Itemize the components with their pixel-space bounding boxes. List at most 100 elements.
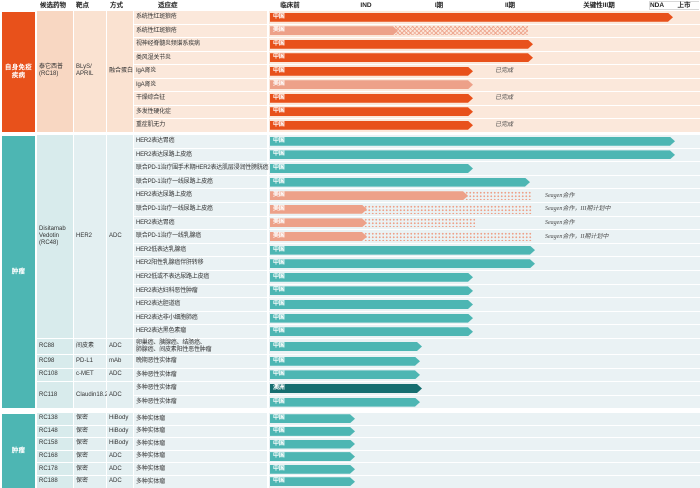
- modality-cell: ADC: [107, 382, 133, 409]
- indication-cell: 多种实体瘤: [136, 415, 166, 422]
- region-label: 中国: [273, 453, 285, 460]
- region-label: 中国: [273, 328, 285, 335]
- target-cell: 保密: [74, 463, 106, 475]
- pipeline-bar: 中国: [270, 357, 420, 366]
- drug-cell: RC138: [37, 413, 73, 425]
- modality-cell: ADC: [107, 368, 133, 382]
- region-label: 中国: [273, 165, 285, 171]
- drug-cell: RC118: [37, 382, 73, 409]
- indication-cell: 多种实体瘤: [136, 440, 166, 447]
- indication-stripe: [134, 148, 267, 162]
- indication-cell: 多种实体瘤: [136, 428, 166, 435]
- target-cell: 保密: [74, 425, 106, 438]
- indication-stripe: [134, 105, 267, 118]
- indication-cell: HER2表达妇科恶性肿瘤: [136, 287, 198, 294]
- stage-header: 临床前: [280, 2, 300, 9]
- stage-header: I期: [434, 2, 444, 9]
- indication-stripe: [134, 355, 267, 368]
- region-label: 中国: [273, 94, 285, 101]
- region-label: 澳洲: [273, 385, 285, 391]
- pipeline-bar: 中国: [270, 427, 355, 436]
- region-label: 中国: [273, 415, 285, 422]
- pipeline-bar: 中国: [270, 67, 473, 76]
- pipeline-bar: 中国: [270, 286, 473, 295]
- region-label: 美国: [273, 81, 285, 88]
- pipeline-bar: 中国: [270, 137, 675, 146]
- pipeline-bar: 中国: [270, 121, 473, 130]
- drug-cell: RC108: [37, 368, 73, 382]
- indication-cell: 系统性红斑狼疮: [136, 27, 177, 34]
- indication-stripe: [134, 216, 267, 230]
- indication-cell: 干燥综合征: [136, 95, 166, 101]
- region-label: 中国: [273, 260, 285, 267]
- pipeline-bar: 中国: [270, 13, 673, 22]
- pipeline-bar: 中国: [270, 246, 535, 255]
- indication-cell: IgA肾炎: [136, 81, 157, 88]
- pipeline-bar: 中国: [270, 164, 473, 173]
- stage-header: 关键性III期: [583, 2, 615, 9]
- column-header: 候选药物: [40, 2, 66, 9]
- column-header: 方式: [110, 2, 123, 9]
- pipeline-bar: 中国: [270, 178, 530, 187]
- indication-stripe: [134, 271, 267, 284]
- indication-stripe: [134, 311, 267, 325]
- indication-cell: 联合PD-1治疗一线乳腺癌: [136, 233, 202, 240]
- drug-cell: Disitamab Vedotin (RC48): [37, 135, 73, 338]
- pipeline-bar: 中国: [270, 107, 473, 116]
- stage-header: 上市: [677, 2, 691, 9]
- pipeline-bar: 美国: [270, 218, 367, 227]
- modality-cell: ADC: [107, 463, 133, 475]
- pipeline-bar: 中国: [270, 150, 675, 159]
- indication-cell: 多种恶性实体瘤: [136, 371, 177, 378]
- pipeline-bar: 中国: [270, 414, 355, 423]
- indication-stripe: [134, 450, 267, 463]
- indication-stripe: [134, 162, 267, 175]
- target-cell: 保密: [74, 438, 106, 450]
- pipeline-bar: 中国: [270, 53, 533, 62]
- drug-cell: RC188: [37, 476, 73, 488]
- indication-stripe: [134, 92, 267, 105]
- column-header: 靶点: [76, 2, 89, 9]
- indication-stripe: [134, 413, 267, 425]
- target-cell: Claudin18.2: [74, 382, 108, 409]
- pipeline-bar: 中国: [270, 300, 473, 309]
- modality-cell: 融合蛋白: [107, 11, 133, 132]
- bar-note: Seagen合作，II期计划中: [545, 233, 609, 240]
- bar-track: [269, 450, 700, 463]
- indication-cell: HER2表达胆道癌: [136, 301, 181, 308]
- indication-cell: 联合PD-1治疗一线尿路上皮癌: [136, 206, 213, 213]
- indication-stripe: [134, 284, 267, 298]
- bar-note: 已完成: [495, 122, 514, 129]
- indication-cell: 多种恶性实体瘤: [136, 398, 177, 405]
- indication-cell: 晚期恶性实体瘤: [136, 358, 177, 365]
- modality-cell: mAb: [107, 355, 133, 368]
- pipeline-bar: 美国: [270, 232, 367, 241]
- pipeline-bar: 美国: [270, 191, 468, 200]
- indication-cell: HER2表达黑色素瘤: [136, 328, 187, 335]
- indication-stripe: [134, 298, 267, 311]
- indication-stripe: [134, 24, 267, 37]
- region-label: 中国: [273, 151, 285, 158]
- region-label: 中国: [273, 108, 285, 115]
- indication-stripe: [134, 257, 267, 270]
- indication-cell: 多种恶性实体瘤: [136, 385, 177, 392]
- pipeline-bar: 中国: [270, 398, 420, 407]
- target-cell: c-MET: [74, 368, 106, 382]
- target-cell: HER2: [74, 135, 106, 338]
- indication-cell: 联合PD-1治疗一线尿路上皮癌: [136, 178, 213, 185]
- region-label: 中国: [273, 54, 285, 61]
- region-label: 中国: [273, 343, 285, 349]
- region-label: 中国: [273, 465, 285, 472]
- indication-stripe: [134, 368, 267, 382]
- category-sidebar: 自身免疫 疾病: [2, 12, 35, 132]
- pipeline-bar: 中国: [270, 370, 420, 379]
- region-label: 中国: [273, 478, 285, 485]
- column-header: 适应症: [158, 2, 178, 9]
- indication-stripe: [134, 203, 267, 216]
- indication-cell: 类风湿关节炎: [136, 54, 171, 61]
- pipeline-bar: 美国: [270, 26, 398, 35]
- region-label: 中国: [273, 178, 285, 185]
- bar-note: 已完成: [495, 95, 514, 102]
- region-label: 中国: [273, 137, 285, 144]
